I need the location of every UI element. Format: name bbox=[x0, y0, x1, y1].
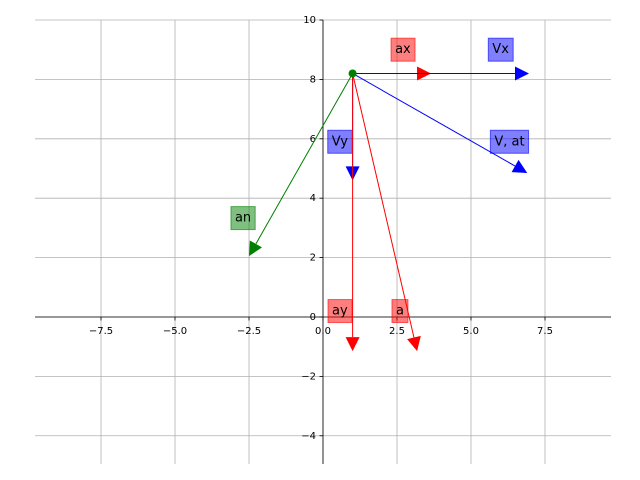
vector-label: ax bbox=[395, 42, 411, 57]
point bbox=[348, 69, 357, 78]
y-tick-label: 2 bbox=[310, 253, 316, 264]
x-tick-label: 5.0 bbox=[463, 326, 479, 337]
vector-label: V, at bbox=[494, 134, 524, 149]
vector-label: a bbox=[396, 304, 404, 319]
vector bbox=[345, 73, 360, 352]
x-tick-label: 7.5 bbox=[537, 326, 553, 337]
y-tick-label: 0 bbox=[310, 312, 316, 323]
vector-label: Vy bbox=[332, 134, 349, 149]
label-box bbox=[391, 299, 409, 324]
y-tick-label: −4 bbox=[301, 431, 316, 442]
x-tick-label: 2.5 bbox=[389, 326, 405, 337]
vector bbox=[352, 73, 528, 173]
label-box bbox=[489, 129, 530, 154]
y-tick-label: 6 bbox=[310, 134, 316, 145]
vector-head bbox=[511, 159, 528, 173]
vector bbox=[352, 66, 530, 81]
label-box bbox=[390, 37, 416, 62]
vector bbox=[352, 73, 421, 352]
label-box bbox=[230, 206, 256, 231]
label-box bbox=[487, 37, 514, 62]
y-tick-label: −2 bbox=[301, 371, 316, 382]
x-tick-label: −2.5 bbox=[237, 326, 261, 337]
vector-shaft bbox=[255, 73, 354, 245]
vector-head bbox=[407, 335, 421, 352]
x-tick-label: −7.5 bbox=[89, 326, 113, 337]
y-tick-label: 4 bbox=[310, 193, 316, 204]
vector-head bbox=[345, 337, 360, 352]
vector bbox=[249, 73, 354, 257]
vector-shaft bbox=[352, 73, 516, 167]
vector-head bbox=[515, 66, 530, 81]
label-box bbox=[327, 299, 353, 324]
vector-label: an bbox=[235, 211, 251, 226]
x-tick-label: −5.0 bbox=[163, 326, 187, 337]
vector-label: Vx bbox=[492, 42, 509, 57]
vector-head bbox=[249, 240, 262, 257]
vector-shaft bbox=[352, 73, 415, 338]
y-tick-label: 10 bbox=[303, 15, 316, 26]
vector-label: ay bbox=[332, 304, 348, 319]
y-tick-label: 8 bbox=[310, 74, 316, 85]
